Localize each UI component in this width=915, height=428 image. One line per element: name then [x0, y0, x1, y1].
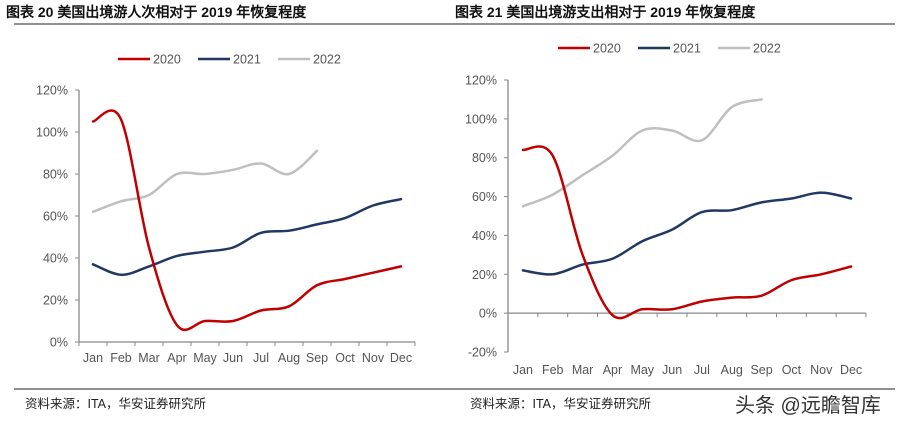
y-tick-label: 100% — [36, 126, 68, 140]
x-tick-label: Dec — [390, 351, 412, 365]
y-tick-label: 100% — [465, 112, 497, 126]
series-line-2021 — [521, 191, 853, 276]
x-tick-label: Sep — [750, 363, 772, 377]
x-tick-label: Jun — [662, 363, 682, 377]
x-tick-label: Mar — [572, 363, 594, 377]
x-tick-label: Jul — [694, 363, 710, 377]
legend-label-2020: 2020 — [153, 53, 181, 67]
y-tick-label: 60% — [472, 190, 497, 204]
y-tick-label: 20% — [43, 294, 68, 308]
x-tick-label: Oct — [335, 351, 355, 365]
watermark: 头条 @远瞻智库 — [735, 394, 881, 417]
x-tick-label: Jan — [83, 351, 103, 365]
y-tick-label: 120% — [36, 84, 68, 98]
x-tick-label: Oct — [782, 363, 802, 377]
series-line-2021 — [91, 197, 403, 277]
y-tick-label: 80% — [472, 151, 497, 165]
chart-20-plot: 0% 20% 40% 60% 80% 100% 120% Jan Feb Mar Apr May Jun… — [36, 53, 416, 365]
y-tick-label: 80% — [43, 168, 68, 182]
x-tick-label: Feb — [110, 351, 132, 365]
y-tick-label: 40% — [43, 252, 68, 266]
x-tick-label: Apr — [603, 363, 622, 377]
y-tick-label: 60% — [43, 210, 68, 224]
y-tick-label: -20% — [468, 346, 497, 360]
y-tick-label: 0% — [479, 307, 497, 321]
chart-21-plot: -20% 0% 20% 40% 60% 80% 100% 120% Jan Feb Mar Apr Ma… — [465, 42, 867, 377]
x-tick-label: Jan — [513, 363, 533, 377]
legend-label-2022: 2022 — [753, 42, 781, 56]
x-tick-label: Apr — [167, 351, 186, 365]
chart-20: 图表 20 美国出境游人次相对于 2019 年恢复程度 资料来源：ITA，华安证… — [6, 4, 450, 411]
legend-label-2022: 2022 — [313, 53, 341, 67]
x-tick-label: May — [630, 363, 654, 377]
chart-20-source: 资料来源：ITA，华安证券研究所 — [25, 396, 206, 411]
y-tick-label: 0% — [50, 336, 68, 350]
legend-label-2020: 2020 — [593, 42, 621, 56]
x-tick-label: Mar — [138, 351, 160, 365]
series-line-2022 — [91, 149, 319, 214]
x-tick-label: Aug — [278, 351, 300, 365]
x-tick-label: Sep — [306, 351, 328, 365]
series-line-2020 — [521, 145, 853, 320]
x-tick-label: Jun — [223, 351, 243, 365]
legend-label-2021: 2021 — [233, 53, 261, 67]
x-tick-label: Nov — [362, 351, 385, 365]
x-tick-label: Nov — [810, 363, 833, 377]
series-line-2020 — [91, 109, 403, 332]
series-line-2022 — [521, 98, 763, 208]
y-tick-label: 120% — [465, 74, 497, 88]
y-tick-label: 20% — [472, 268, 497, 282]
legend-label-2021: 2021 — [673, 42, 701, 56]
x-tick-label: May — [193, 351, 217, 365]
x-tick-label: Jul — [253, 351, 269, 365]
x-tick-label: Aug — [721, 363, 743, 377]
y-tick-label: 40% — [472, 229, 497, 243]
x-tick-label: Dec — [840, 363, 862, 377]
chart-21: 图表 21 美国出境游支出相对于 2019 年恢复程度 资料来源：ITA，华安证… — [450, 4, 895, 411]
x-tick-label: Feb — [542, 363, 564, 377]
chart-20-title: 图表 20 美国出境游人次相对于 2019 年恢复程度 — [6, 4, 307, 20]
chart-21-title: 图表 21 美国出境游支出相对于 2019 年恢复程度 — [455, 4, 756, 20]
chart-21-source: 资料来源：ITA，华安证券研究所 — [470, 396, 651, 411]
